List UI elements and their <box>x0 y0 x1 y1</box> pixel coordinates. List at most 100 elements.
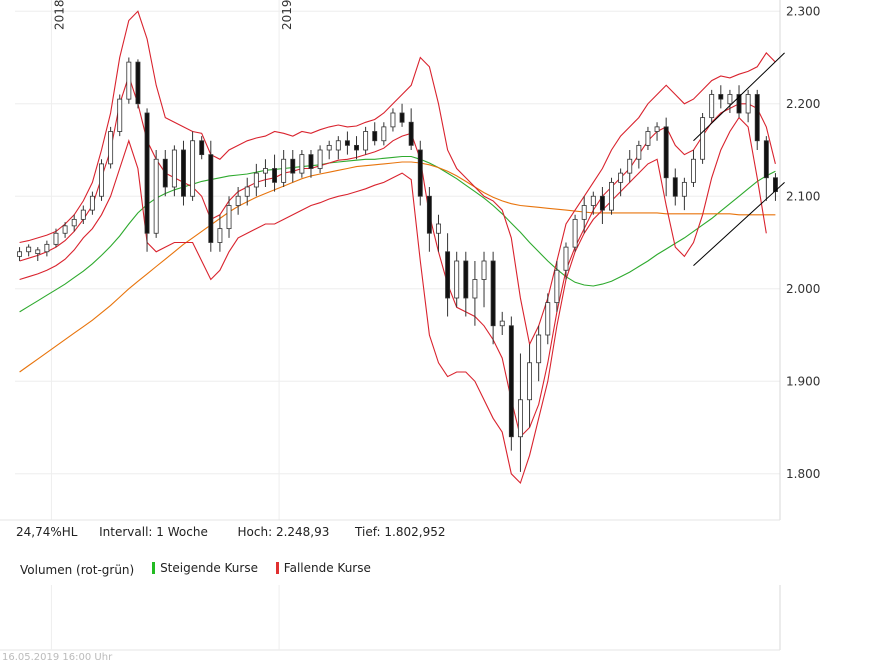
series-line-2 <box>19 10 776 346</box>
candle <box>17 247 23 261</box>
candle <box>153 150 159 238</box>
candle-body <box>135 61 141 105</box>
gridlines <box>0 0 781 521</box>
candle <box>281 150 287 187</box>
y-axis: 2.300 2.200 2.100 2.000 1.900 1.800 <box>786 4 820 481</box>
y-tick-label: 2.100 <box>786 189 820 203</box>
candle <box>727 89 733 113</box>
candle-body <box>253 172 259 188</box>
candle-body <box>709 94 715 119</box>
candle-body <box>408 121 414 146</box>
candle-body <box>499 320 505 327</box>
candle <box>372 122 378 146</box>
candle-body <box>672 177 678 197</box>
legend-falling-label: Fallende Kurse <box>283 561 371 575</box>
candle <box>408 108 414 150</box>
candle-body <box>645 131 651 146</box>
candle <box>672 168 678 206</box>
candle-body <box>308 154 314 169</box>
trendline <box>693 182 785 266</box>
candle <box>499 311 505 335</box>
legend-rising: Steigende Kurse <box>152 561 258 575</box>
candle-body <box>126 61 132 100</box>
falling-swatch <box>275 562 279 574</box>
low-value: 1.802,952 <box>384 525 446 539</box>
x-tick-label: 2019 <box>280 0 294 30</box>
series-line-4 <box>19 116 767 485</box>
candle <box>426 187 432 252</box>
range-text: 24,74%HL <box>16 525 78 539</box>
candle-body <box>381 126 387 142</box>
candle-body <box>426 195 432 234</box>
candle-body <box>153 158 159 234</box>
candle <box>272 154 278 192</box>
candle-body <box>317 149 323 169</box>
candle-body <box>344 140 350 146</box>
candle <box>527 344 533 428</box>
candle-body <box>217 228 223 243</box>
candle-body <box>80 209 86 220</box>
candle <box>700 113 706 164</box>
candle <box>691 150 696 187</box>
candle-body <box>718 94 724 100</box>
candle-body <box>244 186 250 197</box>
candle <box>344 131 350 155</box>
candle <box>517 353 523 472</box>
candle <box>35 247 41 261</box>
candle-body <box>508 325 514 438</box>
legend-volume: Volumen (rot-grün) <box>20 563 134 577</box>
candle <box>253 163 259 197</box>
candle <box>235 187 241 215</box>
candle-body <box>445 251 451 299</box>
candle <box>381 122 387 146</box>
candle <box>718 85 724 109</box>
candle-body <box>691 158 696 183</box>
candle <box>44 240 50 257</box>
low-label: Tief: <box>355 525 381 539</box>
candle-body <box>618 172 624 183</box>
candle <box>80 205 86 224</box>
candle <box>62 222 68 238</box>
high-label: Hoch: <box>237 525 273 539</box>
candle-body <box>17 251 23 257</box>
candle-body <box>390 112 396 128</box>
candle <box>208 140 214 252</box>
candle-body <box>299 154 305 174</box>
candle <box>645 126 651 150</box>
candle <box>26 244 32 257</box>
candle-body <box>372 131 378 142</box>
candle <box>71 214 77 232</box>
candle <box>162 150 168 197</box>
candle <box>481 251 487 308</box>
candle <box>627 150 633 183</box>
candle <box>363 126 369 155</box>
x-tick-label: 2018 <box>52 0 66 30</box>
candle-body <box>700 117 706 160</box>
candle-body <box>108 131 114 165</box>
candle <box>563 242 569 280</box>
legend: Volumen (rot-grün) Steigende Kurse Falle… <box>20 561 385 577</box>
candle <box>199 136 205 160</box>
candle <box>108 126 114 169</box>
candle <box>335 136 341 160</box>
candle-body <box>399 112 405 123</box>
candlesticks <box>17 57 778 472</box>
trendline <box>693 52 785 142</box>
stats-row: 24,74%HL Intervall: 1 Woche Hoch: 2.248,… <box>16 525 445 539</box>
candle <box>299 150 305 178</box>
candle <box>490 251 496 345</box>
candle-body <box>335 140 341 151</box>
candle-body <box>663 126 669 179</box>
candle <box>618 168 624 197</box>
candle-body <box>272 168 278 183</box>
candle-body <box>527 362 533 401</box>
y-tick-label: 2.300 <box>786 4 820 18</box>
candle-body <box>117 98 123 132</box>
candle-body <box>354 144 359 151</box>
candle <box>244 177 250 206</box>
candle <box>681 177 687 211</box>
candle <box>545 293 551 345</box>
candle <box>226 196 232 238</box>
candle-body <box>481 260 487 280</box>
